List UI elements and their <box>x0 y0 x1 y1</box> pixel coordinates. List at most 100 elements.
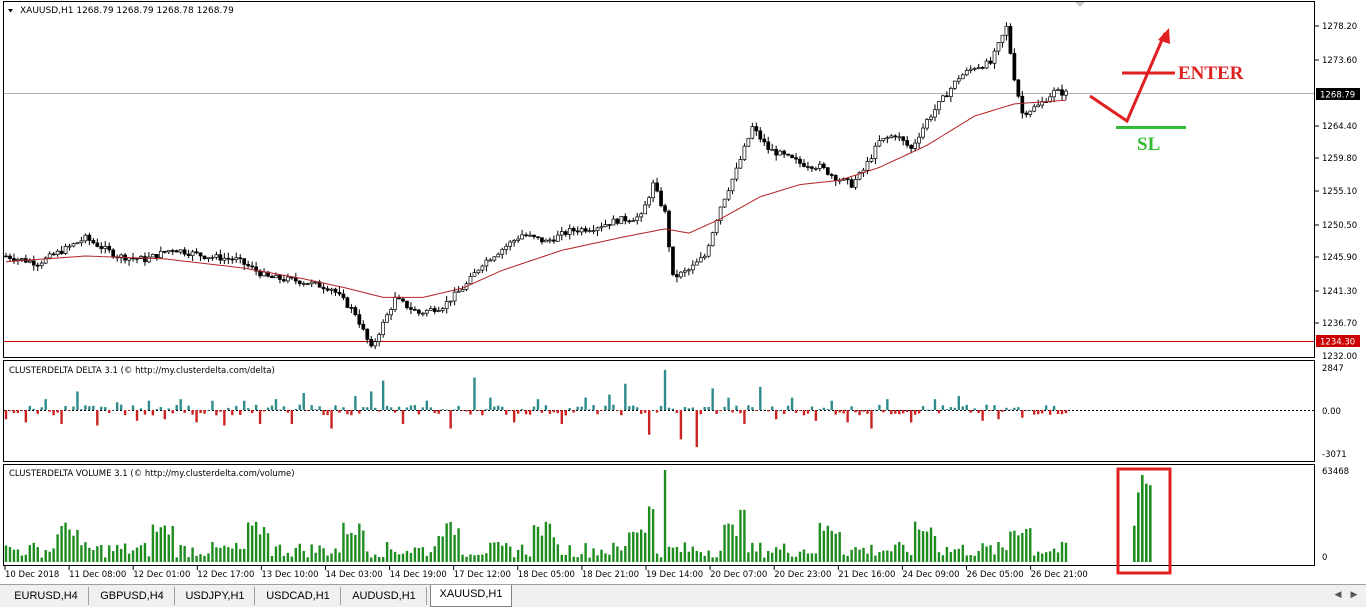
delta-bar <box>596 410 599 415</box>
candle-body <box>31 260 36 266</box>
volume-bar <box>989 545 992 562</box>
volume-bar <box>782 543 786 562</box>
chevron-down-icon[interactable] <box>8 9 13 13</box>
delta-bar <box>902 410 905 414</box>
volume-bar <box>548 523 552 562</box>
volume-bar <box>981 543 984 562</box>
volume-bar <box>810 553 814 562</box>
candle-body <box>702 255 707 259</box>
delta-bar <box>1033 410 1036 415</box>
delta-bar <box>306 410 309 411</box>
candle-body <box>262 271 266 277</box>
volume-bar <box>203 555 206 562</box>
candle-body <box>424 309 429 314</box>
tab-usdcad-h1[interactable]: USDCAD,H1 <box>256 587 341 605</box>
candle-body <box>83 234 88 242</box>
volume-bar <box>941 555 945 562</box>
delta-bar <box>790 397 794 410</box>
candle-body <box>413 309 417 311</box>
candle-body <box>798 158 802 164</box>
volume-bar <box>830 530 833 562</box>
tab-usdjpy-h1[interactable]: USDJPY,H1 <box>176 587 255 605</box>
x-tick-label: 20 Dec 07:00 <box>710 570 767 580</box>
delta-bar <box>1044 405 1048 410</box>
volume-bar <box>759 542 762 562</box>
volume-bar <box>231 548 234 562</box>
volume-bar <box>719 550 722 562</box>
volume-bar <box>667 546 671 562</box>
volume-bar <box>997 542 1000 562</box>
candle-body <box>945 95 949 98</box>
volume-bar <box>239 548 242 562</box>
volume-bar <box>806 553 810 562</box>
scroll-right-icon[interactable]: ▶ <box>1350 590 1358 600</box>
tab-xauusd-h1[interactable]: XAUUSD,H1 <box>430 585 512 607</box>
volume-bar <box>612 542 615 562</box>
volume-bar <box>937 552 941 562</box>
volume-indicator-title: CLUSTERDELTA VOLUME 3.1 (© http://my.clu… <box>9 469 295 479</box>
volume-bar <box>743 509 746 562</box>
delta-bar <box>822 407 826 410</box>
delta-bar <box>723 406 726 410</box>
delta-bar <box>92 405 95 410</box>
delta-bar <box>183 410 186 413</box>
delta-bar <box>461 410 464 411</box>
volume-bar <box>477 554 480 562</box>
volume-bar <box>647 506 651 562</box>
volume-bar <box>413 547 417 562</box>
candle-body <box>353 307 358 315</box>
delta-bar <box>381 380 385 410</box>
tab-gbpusd-h4[interactable]: GBPUSD,H4 <box>90 587 175 605</box>
volume-bar <box>183 545 186 562</box>
candle-body <box>881 137 886 141</box>
delta-bar <box>516 410 520 414</box>
volume-bar <box>1141 475 1144 562</box>
delta-bar <box>481 410 484 416</box>
delta-bar <box>600 410 603 411</box>
candle-body <box>111 249 116 258</box>
candle-body <box>282 279 286 282</box>
candle-body <box>810 166 814 169</box>
delta-bar <box>88 406 91 410</box>
volume-bar <box>505 543 508 562</box>
delta-bar <box>782 410 786 414</box>
scroll-left-icon[interactable]: ◀ <box>1334 590 1342 600</box>
candle-body <box>313 281 318 284</box>
candle-body <box>218 254 223 261</box>
volume-bar <box>874 555 877 562</box>
candle-body <box>536 236 540 239</box>
volume-y-tick-label: 63468 <box>1322 467 1349 477</box>
delta-bar <box>239 410 242 415</box>
delta-bar <box>167 408 170 410</box>
delta-bar <box>219 410 222 412</box>
candle-body <box>611 218 616 226</box>
volume-bar <box>489 542 492 562</box>
candle-body <box>500 249 505 255</box>
volume-bar <box>846 555 849 562</box>
volume-bar <box>679 551 683 562</box>
delta-bar <box>250 410 254 414</box>
volume-bar <box>286 552 290 562</box>
delta-bar <box>520 408 524 410</box>
tab-eurusd-h4[interactable]: EURUSD,H4 <box>4 587 89 605</box>
tab-audusd-h1[interactable]: AUDUSD,H1 <box>342 587 427 605</box>
volume-bar <box>620 550 623 562</box>
volume-bar <box>24 554 28 562</box>
candle-body <box>484 259 489 267</box>
delta-bar <box>866 410 869 414</box>
volume-bar <box>175 557 178 562</box>
delta-bar <box>274 399 278 410</box>
delta-bar <box>985 404 988 410</box>
volume-bar <box>68 529 71 562</box>
volume-bar <box>822 530 826 562</box>
candle-body <box>369 339 374 347</box>
delta-bar <box>612 404 615 410</box>
delta-bar <box>342 407 345 410</box>
delta-bar <box>1009 409 1012 411</box>
candle-body <box>456 290 461 293</box>
volume-bar <box>1137 492 1140 562</box>
candle-body <box>337 292 342 295</box>
volume-bar <box>902 544 905 562</box>
volume-bar <box>675 546 679 562</box>
